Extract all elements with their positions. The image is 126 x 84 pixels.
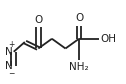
Text: −: − (8, 69, 14, 78)
Text: +: + (8, 40, 14, 49)
Text: O: O (75, 13, 83, 23)
Text: N: N (5, 61, 13, 71)
Text: N: N (5, 47, 13, 57)
Text: O: O (34, 15, 42, 25)
Text: OH: OH (100, 34, 116, 44)
Text: NH₂: NH₂ (69, 62, 89, 72)
